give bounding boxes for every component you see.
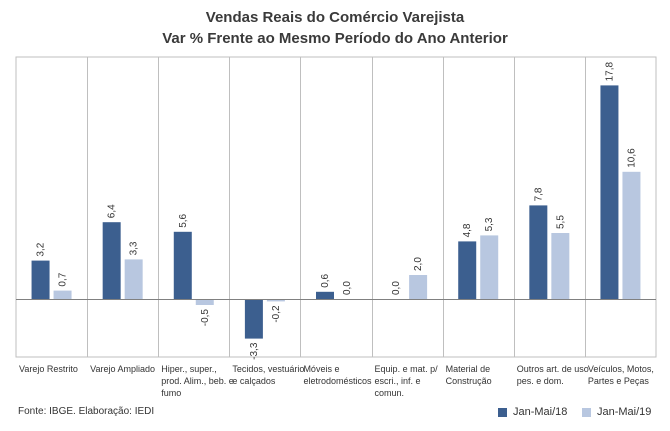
data-label-series-2: -0,2 <box>271 305 282 323</box>
category-label: Varejo Restrito <box>19 364 78 374</box>
legend-item-series-1: Jan-Mai/18 <box>498 406 567 418</box>
bar-series-1 <box>316 291 334 299</box>
data-label-series-1: -3,3 <box>249 342 260 360</box>
data-label-series-1: 6,4 <box>107 204 118 218</box>
category-label: Varejo Ampliado <box>90 364 155 374</box>
category-label: Partes e Peças <box>588 376 650 386</box>
category-label: eletrodomésticos <box>303 376 372 386</box>
category-label: Veículos, Motos, <box>588 364 654 374</box>
legend-label-series-2: Jan-Mai/19 <box>597 406 652 418</box>
bar-series-1 <box>529 205 548 299</box>
data-label-series-1: 7,8 <box>533 187 544 201</box>
category-label: Móveis e <box>303 364 339 374</box>
data-label-series-2: 3,3 <box>129 241 140 255</box>
category-label: comun. <box>375 388 405 398</box>
legend-swatch-series-1 <box>498 407 507 417</box>
data-label-series-2: 2,0 <box>413 257 424 271</box>
legend-label-series-1: Jan-Mai/18 <box>513 406 568 418</box>
bar-series-2 <box>551 233 570 299</box>
category-label: Hiper., super., <box>161 364 217 374</box>
data-label-series-1: 5,6 <box>178 213 189 227</box>
legend-item-series-2: Jan-Mai/19 <box>582 406 651 418</box>
bar-series-1 <box>600 85 619 300</box>
bar-series-1 <box>102 222 121 299</box>
bar-series-2 <box>409 275 428 299</box>
data-label-series-1: 4,8 <box>462 223 473 237</box>
bar-series-1 <box>31 260 50 299</box>
chart-title: Vendas Reais do Comércio Varejista <box>205 9 465 26</box>
bar-series-1 <box>244 299 263 339</box>
category-label: Construção <box>446 376 492 386</box>
data-label-series-1: 17,8 <box>604 61 615 81</box>
source-note: Fonte: IBGE. Elaboração: IEDI <box>18 406 155 417</box>
bar-series-2 <box>480 235 499 299</box>
category-label: prod. Alim., beb. e <box>161 376 234 386</box>
bar-series-2 <box>622 171 641 299</box>
category-label: Material de <box>446 364 491 374</box>
category-label: pes. e dom. <box>517 376 564 386</box>
category-label: Equip. e mat. p/ <box>375 364 439 374</box>
bar-series-2 <box>266 299 285 302</box>
bar-series-2 <box>53 290 72 299</box>
bar-series-2 <box>124 259 143 299</box>
data-label-series-2: 5,5 <box>555 215 566 229</box>
data-label-series-2: 10,6 <box>626 148 637 168</box>
category-label: e calçados <box>232 376 276 386</box>
data-label-series-2: 5,3 <box>484 217 495 231</box>
bar-series-1 <box>458 241 477 299</box>
data-label-series-2: -0,5 <box>200 309 211 327</box>
data-label-series-2: 0,7 <box>58 272 69 286</box>
data-label-series-2: 0,0 <box>342 281 353 295</box>
data-label-series-1: 0,0 <box>391 281 402 295</box>
category-label: Outros art. de uso <box>517 364 589 374</box>
chart-subtitle: Var % Frente ao Mesmo Período do Ano Ant… <box>162 30 508 47</box>
category-label: Tecidos, vestuário <box>232 364 304 374</box>
data-label-series-1: 3,2 <box>36 242 47 256</box>
legend-swatch-series-2 <box>582 407 591 417</box>
category-label: fumo <box>161 388 181 398</box>
bar-series-2 <box>195 299 214 305</box>
category-label: escri., inf. e <box>375 376 421 386</box>
data-label-series-1: 0,6 <box>320 273 331 287</box>
plot-frame <box>15 56 657 358</box>
bar-series-1 <box>173 231 192 299</box>
